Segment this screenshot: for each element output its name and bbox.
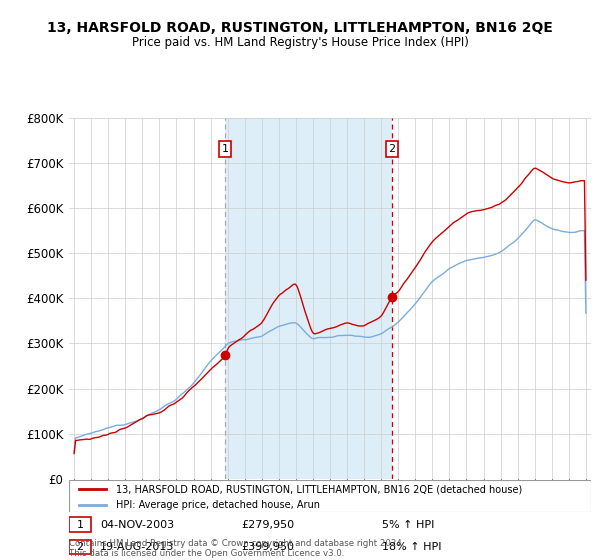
Bar xyxy=(69,540,91,554)
Text: Price paid vs. HM Land Registry's House Price Index (HPI): Price paid vs. HM Land Registry's House … xyxy=(131,36,469,49)
Text: 2: 2 xyxy=(76,542,83,552)
Text: 2: 2 xyxy=(388,144,395,154)
Text: £399,950: £399,950 xyxy=(241,542,294,552)
Text: £279,950: £279,950 xyxy=(241,520,295,530)
Text: 18% ↑ HPI: 18% ↑ HPI xyxy=(382,542,442,552)
Text: 13, HARSFOLD ROAD, RUSTINGTON, LITTLEHAMPTON, BN16 2QE (detached house): 13, HARSFOLD ROAD, RUSTINGTON, LITTLEHAM… xyxy=(116,484,522,494)
Bar xyxy=(225,118,392,479)
Text: 13, HARSFOLD ROAD, RUSTINGTON, LITTLEHAMPTON, BN16 2QE: 13, HARSFOLD ROAD, RUSTINGTON, LITTLEHAM… xyxy=(47,21,553,35)
Text: 19-AUG-2013: 19-AUG-2013 xyxy=(100,542,175,552)
Bar xyxy=(69,517,91,531)
Text: 04-NOV-2003: 04-NOV-2003 xyxy=(100,520,175,530)
Text: HPI: Average price, detached house, Arun: HPI: Average price, detached house, Arun xyxy=(116,500,320,510)
Text: 1: 1 xyxy=(76,520,83,530)
Text: Contains HM Land Registry data © Crown copyright and database right 2024.
This d: Contains HM Land Registry data © Crown c… xyxy=(69,539,404,558)
Text: 5% ↑ HPI: 5% ↑ HPI xyxy=(382,520,434,530)
Text: 1: 1 xyxy=(221,144,229,154)
